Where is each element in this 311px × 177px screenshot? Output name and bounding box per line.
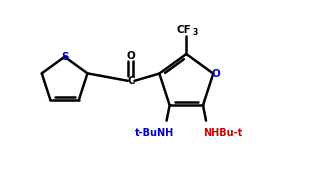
Text: O: O [211,68,220,79]
Text: NHBu-t: NHBu-t [203,128,243,138]
Text: 3: 3 [192,28,197,37]
Text: C: C [127,76,135,86]
Text: O: O [127,51,135,61]
Text: CF: CF [176,25,191,35]
Text: t-BuNH: t-BuNH [135,128,174,138]
Text: S: S [61,52,68,62]
